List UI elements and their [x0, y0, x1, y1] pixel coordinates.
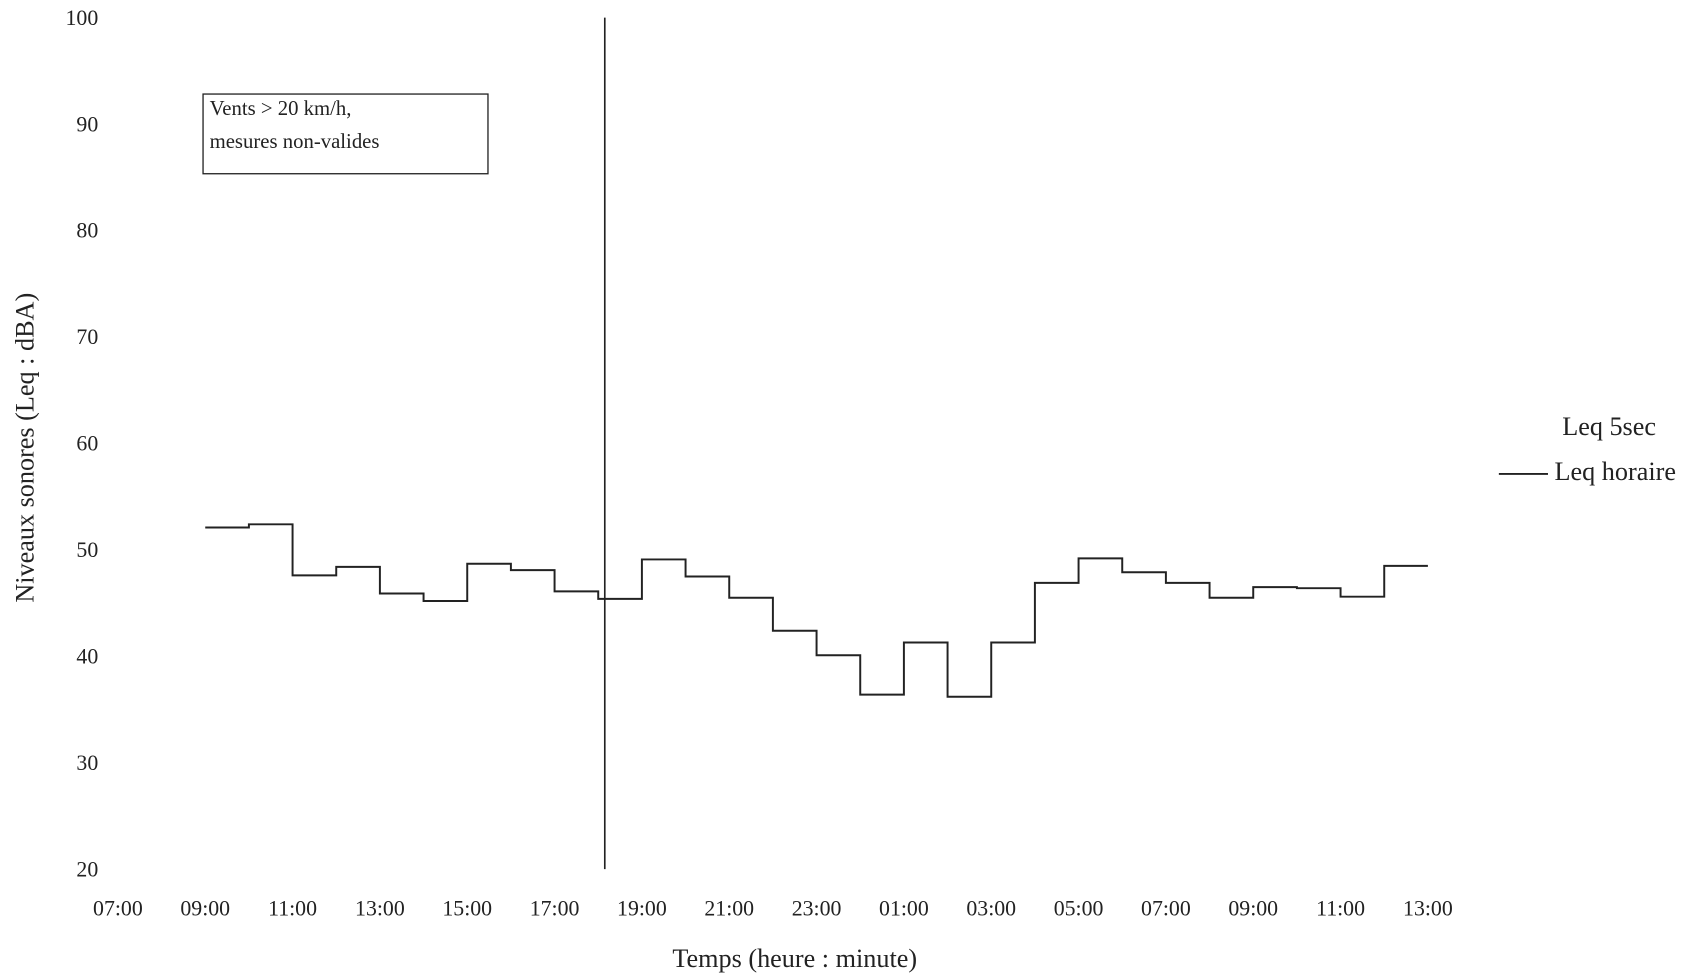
y-tick-label: 80 [76, 219, 98, 243]
y-tick-label: 50 [76, 538, 98, 562]
y-tick-label: 60 [76, 432, 98, 456]
annotation-box [202, 93, 489, 175]
x-tick-label: 11:00 [268, 897, 317, 921]
x-tick-label: 03:00 [966, 897, 1016, 921]
y-axis-label: Niveaux sonores (Leq : dBA) [10, 293, 39, 603]
legend-label: Leq horaire [1555, 457, 1676, 486]
x-tick-label: 21:00 [704, 897, 754, 921]
x-tick-label: 01:00 [879, 897, 929, 921]
x-tick-label: 09:00 [1228, 897, 1278, 921]
y-tick-label: 20 [76, 857, 98, 881]
y-tick-label: 30 [76, 751, 98, 775]
legend-heading: Leq 5sec [1562, 412, 1656, 441]
x-tick-label: 13:00 [355, 897, 405, 921]
x-tick-label: 07:00 [93, 897, 143, 921]
x-tick-label: 07:00 [1141, 897, 1191, 921]
x-tick-label: 09:00 [180, 897, 230, 921]
annotation-line: mesures non-valides [210, 131, 380, 153]
x-tick-label: 17:00 [530, 897, 580, 921]
x-tick-label: 13:00 [1403, 897, 1453, 921]
x-tick-label: 15:00 [442, 897, 492, 921]
x-tick-label: 05:00 [1054, 897, 1104, 921]
y-tick-label: 90 [76, 112, 98, 136]
y-tick-label: 40 [76, 644, 98, 668]
x-tick-label: 19:00 [617, 897, 667, 921]
y-tick-label: 100 [66, 6, 99, 30]
x-axis-label: Temps (heure : minute) [672, 944, 917, 973]
x-tick-label: 11:00 [1316, 897, 1365, 921]
y-tick-label: 70 [76, 325, 98, 349]
step-line [205, 523, 1428, 698]
x-tick-label: 23:00 [792, 897, 842, 921]
annotation-line: Vents > 20 km/h, [210, 98, 352, 120]
